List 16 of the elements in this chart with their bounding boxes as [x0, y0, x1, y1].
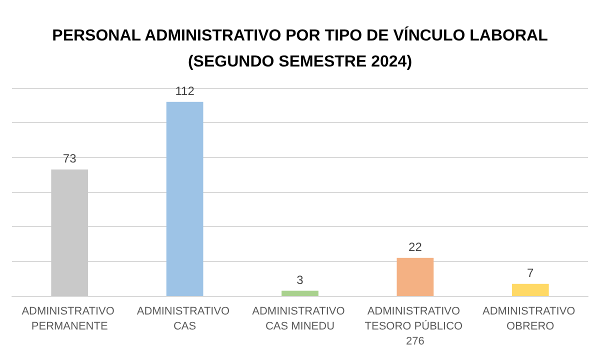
- x-tick-label: ADMINISTRATIVO CAS: [136, 306, 233, 332]
- data-label: 7: [527, 266, 534, 280]
- data-label: 22: [408, 240, 422, 254]
- chart-title: PERSONAL ADMINISTRATIVO POR TIPO DE VÍNCULO LABORAL (SEGUNDO SEMESTRE 2024): [52, 26, 548, 70]
- x-tick-label: ADMINISTRATIVO OBRERO: [482, 306, 578, 332]
- data-label: 112: [175, 84, 195, 98]
- x-tick-label: ADMINISTRATIVO TESORO PÚBLICO 276: [364, 306, 466, 348]
- bar: [282, 290, 318, 296]
- x-tick-label: ADMINISTRATIVO CAS MINEDU: [252, 306, 348, 332]
- data-label: 3: [296, 272, 304, 287]
- x-tick-label: ADMINISTRATIVO PERMANENTE: [22, 306, 118, 332]
- bar: [512, 284, 549, 296]
- bar: [51, 169, 88, 296]
- bar: [396, 258, 434, 296]
- bar: [166, 102, 204, 296]
- data-label: 73: [62, 151, 77, 166]
